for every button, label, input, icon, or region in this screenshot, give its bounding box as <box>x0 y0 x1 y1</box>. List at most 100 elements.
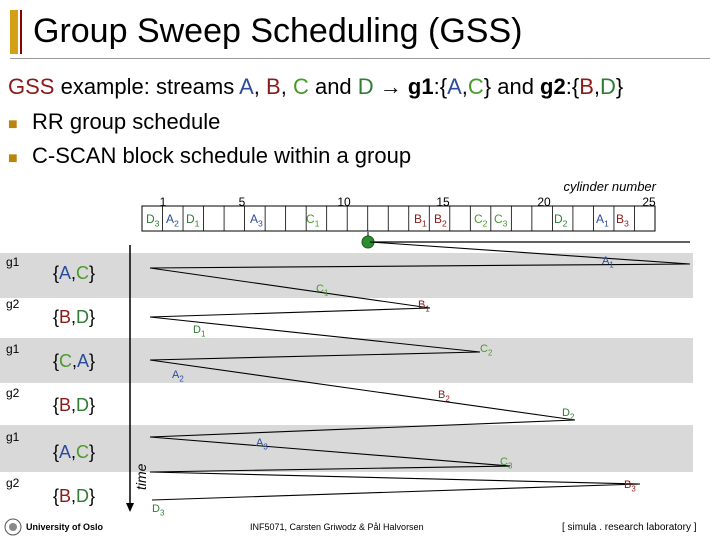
sweep-segment <box>149 267 431 309</box>
block-point-label: C2 <box>480 343 492 357</box>
block-point-label: D2 <box>562 407 574 421</box>
row-group-label: g2 <box>6 386 20 400</box>
tick-label: 20 <box>537 195 551 209</box>
tick-label: 15 <box>436 195 450 209</box>
sweep-segment <box>149 263 691 269</box>
title-accent-bar <box>10 10 18 54</box>
axis-label: cylinder number <box>564 179 657 194</box>
disk-block-label: C1 <box>306 212 320 229</box>
disk-block-label: D3 <box>146 212 160 229</box>
disk-block-label: A2 <box>166 212 179 229</box>
tick-label: 5 <box>239 195 246 209</box>
sweep-segment <box>149 471 641 485</box>
set-member: A <box>447 74 462 99</box>
set-member: D <box>600 74 616 99</box>
disk-block-label: C2 <box>474 212 488 229</box>
block-point-label: A3 <box>256 437 268 451</box>
row-stream-set: {C,A} <box>53 351 95 371</box>
stream-c: C <box>292 74 309 99</box>
stream-b: B <box>266 74 281 99</box>
stream-a: A <box>239 74 254 99</box>
set-member: B <box>579 74 594 99</box>
sweep-segment <box>369 241 691 265</box>
footer-course: INF5071, Carsten Griwodz & Pål Halvorsen <box>250 522 424 532</box>
block-point-label: D3 <box>152 503 165 517</box>
row-stream-set: {A,C} <box>53 442 95 462</box>
sweep-segment <box>149 359 576 421</box>
university-seal-icon <box>4 518 22 536</box>
time-arrow-icon <box>126 503 134 512</box>
university-seal-center <box>9 523 17 531</box>
disk-block-label: B1 <box>414 212 427 229</box>
disk-block-label: A3 <box>250 212 263 229</box>
tick-label: 1 <box>160 195 167 209</box>
set-brace: :{ <box>433 74 448 99</box>
disk-block-label: D1 <box>186 212 200 229</box>
title-accent-line <box>20 10 22 54</box>
set-brace: :{ <box>565 74 580 99</box>
time-label: time <box>133 463 149 490</box>
intro-text: example: streams <box>54 74 240 99</box>
row-group-label: g1 <box>6 430 20 444</box>
disk-block-label: B2 <box>434 212 447 229</box>
disk-block-label: D2 <box>554 212 568 229</box>
group-band <box>0 253 693 298</box>
intro-comma: , <box>253 74 267 99</box>
sweep-segment <box>149 307 431 318</box>
arrow-icon: → <box>373 74 408 99</box>
disk-track <box>141 205 656 232</box>
square-bullet-icon: ■ <box>8 116 18 133</box>
stream-d: D <box>357 74 374 99</box>
title-divider <box>10 58 710 59</box>
row-stream-set: {B,D} <box>53 307 95 327</box>
intro-comma: , <box>280 74 293 99</box>
row-stream-set: {A,C} <box>53 263 95 283</box>
square-bullet-icon: ■ <box>8 150 18 167</box>
disk-block-label: A1 <box>596 212 609 229</box>
block-point-label: A1 <box>602 255 614 269</box>
tick-label: 10 <box>337 195 351 209</box>
block-point-label: B2 <box>438 389 450 403</box>
group-band <box>0 338 693 383</box>
bullet-text: C-SCAN block schedule within a group <box>32 143 412 168</box>
footer-lab: [ simula . research laboratory ] <box>562 522 697 533</box>
group-g1: g1 <box>407 74 434 99</box>
row-stream-set: {B,D} <box>53 395 95 415</box>
set-comma: , <box>461 74 468 99</box>
tick-label: 25 <box>642 195 656 209</box>
disk-block-label: B3 <box>616 212 629 229</box>
row-group-label: g2 <box>6 476 20 490</box>
sweep-segment <box>149 351 481 361</box>
intro-and: and <box>308 74 358 99</box>
block-point-label: B1 <box>418 299 430 313</box>
block-point-label: B3 <box>624 479 636 493</box>
sweep-segment <box>151 483 641 501</box>
footer-university: University of Oslo <box>26 522 104 532</box>
block-point-label: C3 <box>500 456 513 470</box>
block-point-label: A2 <box>172 369 184 383</box>
sweep-segment <box>149 419 576 438</box>
intro-gss: GSS <box>8 74 55 99</box>
disk-block-label: C3 <box>494 212 508 229</box>
block-point-label: D1 <box>193 324 206 338</box>
set-member: C <box>467 74 484 99</box>
sweep-segment <box>149 465 511 473</box>
group-g2: g2 <box>540 74 566 99</box>
set-brace: } <box>615 74 624 99</box>
group-band <box>0 425 693 472</box>
page-title: Group Sweep Scheduling (GSS) <box>33 12 523 50</box>
set-comma: , <box>593 74 601 99</box>
row-group-label: g1 <box>6 255 20 269</box>
intro-line: GSS example: streams A, B, C and D → g1:… <box>8 74 623 100</box>
row-group-label: g1 <box>6 342 20 356</box>
set-brace: } and <box>483 74 541 99</box>
bullet-text: RR group schedule <box>32 109 221 134</box>
bullet-item: ■ RR group schedule <box>8 109 220 135</box>
row-stream-set: {B,D} <box>53 486 95 506</box>
row-group-label: g2 <box>6 297 20 311</box>
sweep-segment <box>149 316 481 353</box>
sweep-segment <box>149 436 511 467</box>
block-point-label: C1 <box>316 283 329 297</box>
bullet-item: ■ C-SCAN block schedule within a group <box>8 143 411 169</box>
